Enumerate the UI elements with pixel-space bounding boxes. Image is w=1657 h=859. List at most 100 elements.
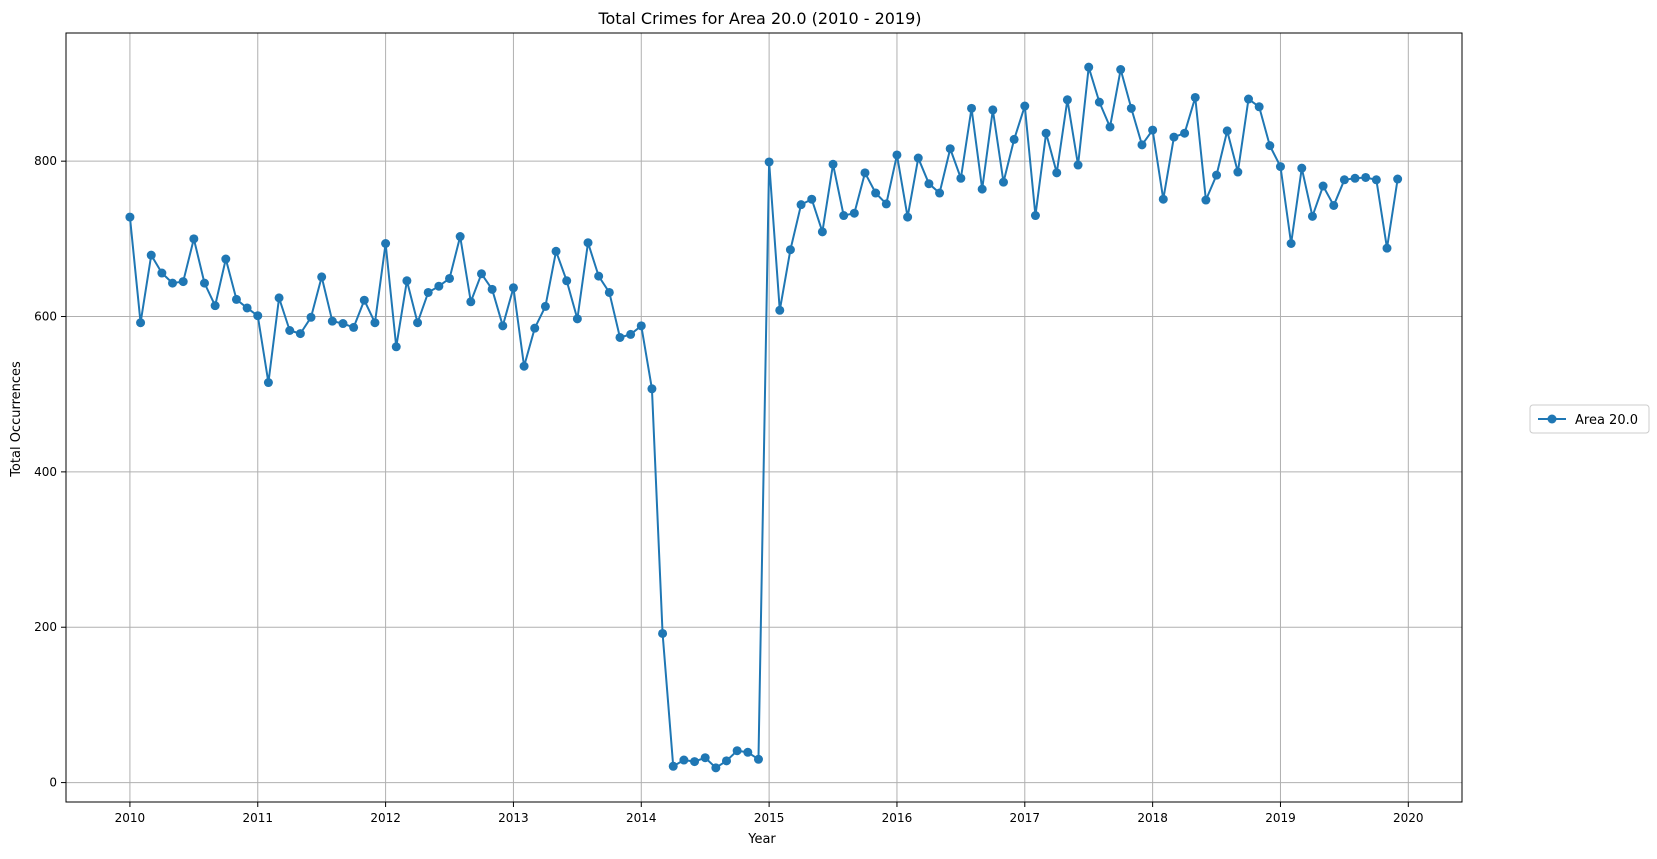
data-point xyxy=(551,246,561,256)
data-point xyxy=(690,757,700,767)
data-point xyxy=(604,287,614,297)
x-tick-label: 2019 xyxy=(1265,811,1296,825)
data-point xyxy=(317,272,327,282)
data-point xyxy=(1137,140,1147,150)
data-point xyxy=(146,250,156,260)
data-point xyxy=(1190,92,1200,102)
data-point xyxy=(1318,181,1328,191)
data-point xyxy=(1180,128,1190,138)
data-point xyxy=(381,239,391,248)
data-point xyxy=(753,754,763,764)
data-point xyxy=(1169,132,1179,142)
data-point xyxy=(221,254,231,264)
data-point xyxy=(1244,94,1254,104)
x-tick-label: 2015 xyxy=(754,811,785,825)
data-point xyxy=(924,179,934,189)
data-point xyxy=(1020,101,1030,111)
data-point xyxy=(583,238,593,248)
data-point xyxy=(423,287,433,297)
data-point xyxy=(1361,172,1371,182)
data-point xyxy=(562,276,572,286)
y-tick-label: 400 xyxy=(34,465,57,479)
data-point xyxy=(413,318,423,328)
data-point xyxy=(168,278,178,288)
data-point xyxy=(1116,65,1126,75)
data-point xyxy=(700,753,710,763)
data-point xyxy=(668,761,678,771)
data-point xyxy=(775,305,785,315)
data-point xyxy=(1062,95,1072,105)
data-point xyxy=(1339,175,1349,185)
data-point xyxy=(743,747,753,757)
data-point xyxy=(817,227,827,237)
x-axis-label: Year xyxy=(747,832,776,847)
x-tick-label: 2016 xyxy=(882,811,913,825)
data-point xyxy=(519,361,529,371)
data-point xyxy=(572,314,582,324)
data-point xyxy=(1371,175,1381,185)
legend-frame xyxy=(1529,404,1650,434)
data-point xyxy=(722,756,731,766)
data-point xyxy=(1201,195,1211,205)
data-point xyxy=(349,322,359,332)
data-point xyxy=(1158,194,1168,204)
data-point xyxy=(1084,62,1094,72)
y-tick-label: 200 xyxy=(34,620,57,634)
data-point xyxy=(540,301,550,311)
data-point xyxy=(1212,170,1222,180)
x-tick-label: 2011 xyxy=(242,811,273,825)
data-point xyxy=(594,271,604,281)
data-point xyxy=(295,329,305,339)
data-point xyxy=(231,294,241,304)
x-axis-ticks: 2010 2011 2012 2013 2014 2015 2016 2017 2018 2019… xyxy=(115,802,1424,825)
data-point xyxy=(466,297,476,307)
data-point xyxy=(370,318,380,328)
data-point xyxy=(903,212,913,222)
data-point xyxy=(796,200,806,210)
data-point xyxy=(807,194,817,204)
data-point xyxy=(1265,141,1275,151)
data-point xyxy=(839,211,849,221)
data-point xyxy=(1307,211,1317,221)
data-point xyxy=(967,103,977,113)
data-point xyxy=(892,150,902,160)
data-point xyxy=(1329,200,1339,210)
data-point xyxy=(1148,125,1158,135)
y-axis-ticks: 0 200 400 600 800 xyxy=(34,154,66,790)
data-point xyxy=(498,321,508,331)
data-point xyxy=(881,199,891,209)
data-point xyxy=(178,277,188,287)
data-point xyxy=(988,105,998,115)
data-point xyxy=(913,153,923,163)
data-point xyxy=(1393,174,1403,184)
data-point xyxy=(1009,134,1019,144)
data-point xyxy=(1041,128,1051,138)
data-point xyxy=(1275,162,1285,172)
data-point xyxy=(199,278,209,288)
data-point xyxy=(998,177,1008,187)
data-point xyxy=(711,763,721,773)
data-point xyxy=(615,332,625,342)
data-point xyxy=(445,273,455,283)
data-point xyxy=(732,746,742,756)
data-point xyxy=(125,212,135,222)
data-point xyxy=(274,293,284,303)
legend: Area 20.0 xyxy=(1529,404,1650,434)
data-point xyxy=(1254,102,1264,112)
x-tick-label: 2020 xyxy=(1393,811,1424,825)
data-point xyxy=(327,316,337,326)
y-axis-label: Total Occurrences xyxy=(9,361,24,478)
data-point xyxy=(1105,122,1115,132)
x-tick-label: 2013 xyxy=(498,811,529,825)
data-point xyxy=(1052,168,1062,178)
data-point xyxy=(210,301,220,311)
data-point xyxy=(359,295,369,305)
y-tick-label: 0 xyxy=(49,776,57,790)
data-point xyxy=(189,234,199,244)
data-point xyxy=(636,321,646,331)
x-tick-label: 2012 xyxy=(370,811,401,825)
data-point xyxy=(1382,243,1392,253)
x-tick-label: 2018 xyxy=(1137,811,1168,825)
